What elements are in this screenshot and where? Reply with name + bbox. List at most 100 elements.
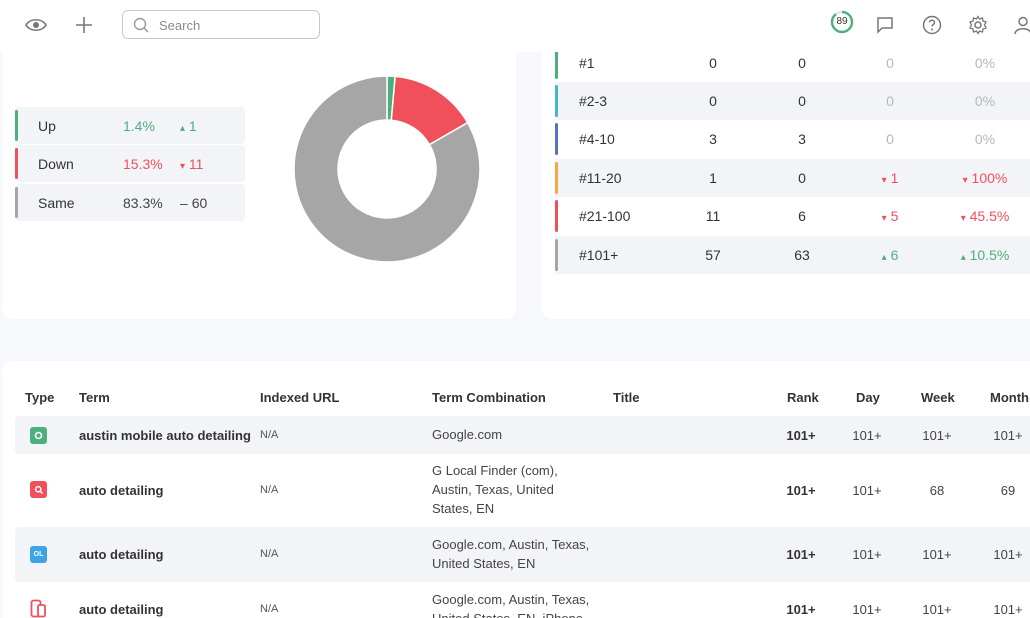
column-header-rank[interactable]: Rank bbox=[787, 390, 819, 405]
movement-color-bar bbox=[15, 110, 18, 141]
rank-count-previous: 0 bbox=[798, 170, 806, 186]
up-arrow-icon: ▴ bbox=[960, 252, 966, 263]
score-value: 89 bbox=[836, 16, 848, 27]
keyword-term[interactable]: auto detailing bbox=[79, 483, 164, 498]
movement-color-bar bbox=[15, 187, 18, 218]
rank-count-previous: 6 bbox=[798, 208, 806, 224]
rank-bucket-label: #101+ bbox=[579, 247, 619, 263]
search-box[interactable] bbox=[122, 10, 320, 39]
movement-color-bar bbox=[15, 148, 18, 179]
down-arrow-icon: ▾ bbox=[960, 213, 966, 224]
rank-row: #11-20 1 0 ▾ 1 ▾ 100% bbox=[555, 159, 1030, 197]
indexed-url: N/A bbox=[260, 603, 279, 615]
term-combination: G Local Finder (com), Austin, Texas, Uni… bbox=[432, 463, 558, 516]
comment-icon[interactable] bbox=[872, 12, 898, 38]
movement-row-same: Same 83.3% ‒ 60 bbox=[15, 184, 245, 221]
indexed-url: N/A bbox=[260, 548, 279, 560]
rank-change-percent-value: 45.5% bbox=[969, 208, 1010, 224]
rank-change-percent: ▴ 10.5% bbox=[945, 247, 1025, 263]
movement-row-down: Down 15.3% ▾ 11 bbox=[15, 145, 245, 182]
rank-row: #101+ 57 63 ▴ 6 ▴ 10.5% bbox=[555, 236, 1030, 274]
rank-bucket-label: #11-20 bbox=[579, 170, 622, 186]
rank-row: #4-10 3 3 0 0% bbox=[555, 120, 1030, 158]
rank-change-value: 6 bbox=[890, 247, 899, 263]
rank-row: #1 0 0 0 0% bbox=[555, 44, 1030, 82]
up-arrow-icon: ▴ bbox=[881, 252, 887, 263]
top-bar: 89 bbox=[0, 0, 1030, 52]
rank-count-previous: 0 bbox=[798, 93, 806, 109]
rank-row: #2-3 0 0 0 0% bbox=[555, 82, 1030, 120]
rank-change-value: 0 bbox=[886, 131, 894, 147]
rank-value: 101+ bbox=[786, 602, 816, 617]
keyword-row[interactable]: auto detailing N/A G Local Finder (com),… bbox=[15, 454, 1030, 526]
day-value: 101+ bbox=[852, 602, 882, 617]
rank-count-current: 0 bbox=[709, 93, 717, 109]
mobile-icon bbox=[30, 599, 47, 618]
column-header-indexed-url[interactable]: Indexed URL bbox=[260, 390, 340, 405]
rank-change: ▾ 5 bbox=[860, 208, 920, 224]
term-combination: Google.com bbox=[432, 427, 503, 442]
keyword-row[interactable]: auto detailing N/A Google.com, Austin, T… bbox=[15, 582, 1030, 618]
rank-change-value: 5 bbox=[890, 208, 899, 224]
movement-delta-value: 60 bbox=[191, 195, 208, 211]
google-local-icon: OL bbox=[30, 546, 47, 563]
add-icon[interactable] bbox=[71, 12, 97, 38]
user-icon[interactable] bbox=[1010, 12, 1030, 38]
movement-delta: ▴ 1 bbox=[180, 118, 197, 134]
keyword-term[interactable]: austin mobile auto detailing bbox=[79, 428, 251, 443]
month-value: 69 bbox=[1000, 483, 1016, 498]
month-value: 101+ bbox=[993, 602, 1023, 617]
rank-count-current: 1 bbox=[709, 170, 717, 186]
gear-icon[interactable] bbox=[965, 12, 991, 38]
rank-change-percent: ▾ 100% bbox=[945, 170, 1025, 186]
down-arrow-icon: ▾ bbox=[962, 175, 968, 186]
rank-row: #21-100 11 6 ▾ 5 ▾ 45.5% bbox=[555, 197, 1030, 235]
movement-delta: ‒ 60 bbox=[180, 195, 207, 211]
rank-change-percent: ▾ 45.5% bbox=[945, 208, 1025, 224]
rank-bucket-label: #4-10 bbox=[579, 131, 615, 147]
eye-icon[interactable] bbox=[23, 12, 49, 38]
movement-row-up: Up 1.4% ▴ 1 bbox=[15, 107, 245, 144]
week-value: 101+ bbox=[922, 602, 952, 617]
rank-count-previous: 63 bbox=[794, 247, 810, 263]
google-icon bbox=[30, 427, 47, 444]
term-combination: Google.com, Austin, Texas, United States… bbox=[432, 592, 590, 618]
keyword-row[interactable]: austin mobile auto detailing N/A Google.… bbox=[15, 416, 1030, 454]
indexed-url: N/A bbox=[260, 429, 279, 441]
week-value: 68 bbox=[929, 483, 945, 498]
indexed-url: N/A bbox=[260, 484, 279, 496]
column-header-term-combination[interactable]: Term Combination bbox=[432, 390, 546, 405]
rank-count-current: 3 bbox=[709, 131, 717, 147]
column-header-week[interactable]: Week bbox=[921, 390, 955, 405]
keyword-term[interactable]: auto detailing bbox=[79, 547, 164, 562]
donut-slice-same[interactable] bbox=[294, 76, 480, 262]
rank-change: ▴ 6 bbox=[860, 247, 920, 263]
rank-change-value: 0 bbox=[886, 93, 894, 109]
day-value: 101+ bbox=[852, 428, 882, 443]
rank-color-bar bbox=[555, 200, 558, 232]
column-header-month[interactable]: Month bbox=[990, 390, 1029, 405]
rank-change-value: 1 bbox=[890, 170, 899, 186]
dash-icon: ‒ bbox=[180, 195, 188, 211]
down-arrow-icon: ▾ bbox=[881, 213, 887, 224]
keyword-term[interactable]: auto detailing bbox=[79, 602, 164, 617]
day-value: 101+ bbox=[852, 483, 882, 498]
keyword-row[interactable]: OL auto detailing N/A Google.com, Austin… bbox=[15, 527, 1030, 582]
rank-count-current: 11 bbox=[705, 208, 721, 224]
term-combination: Google.com, Austin, Texas, United States… bbox=[432, 537, 590, 571]
column-header-term[interactable]: Term bbox=[79, 390, 110, 405]
help-icon[interactable] bbox=[919, 12, 945, 38]
rank-change-percent: 0% bbox=[945, 55, 1025, 71]
month-value: 101+ bbox=[993, 428, 1023, 443]
movement-delta: ▾ 11 bbox=[180, 156, 203, 172]
rank-count-previous: 0 bbox=[798, 55, 806, 71]
column-header-type[interactable]: Type bbox=[25, 390, 55, 405]
column-header-title[interactable]: Title bbox=[613, 390, 640, 405]
score-badge[interactable]: 89 bbox=[830, 10, 854, 34]
column-header-day[interactable]: Day bbox=[856, 390, 880, 405]
down-arrow-icon: ▾ bbox=[881, 175, 887, 186]
rank-color-bar bbox=[555, 239, 558, 271]
rank-value: 101+ bbox=[786, 483, 816, 498]
week-value: 101+ bbox=[922, 428, 952, 443]
search-input[interactable] bbox=[159, 15, 309, 35]
